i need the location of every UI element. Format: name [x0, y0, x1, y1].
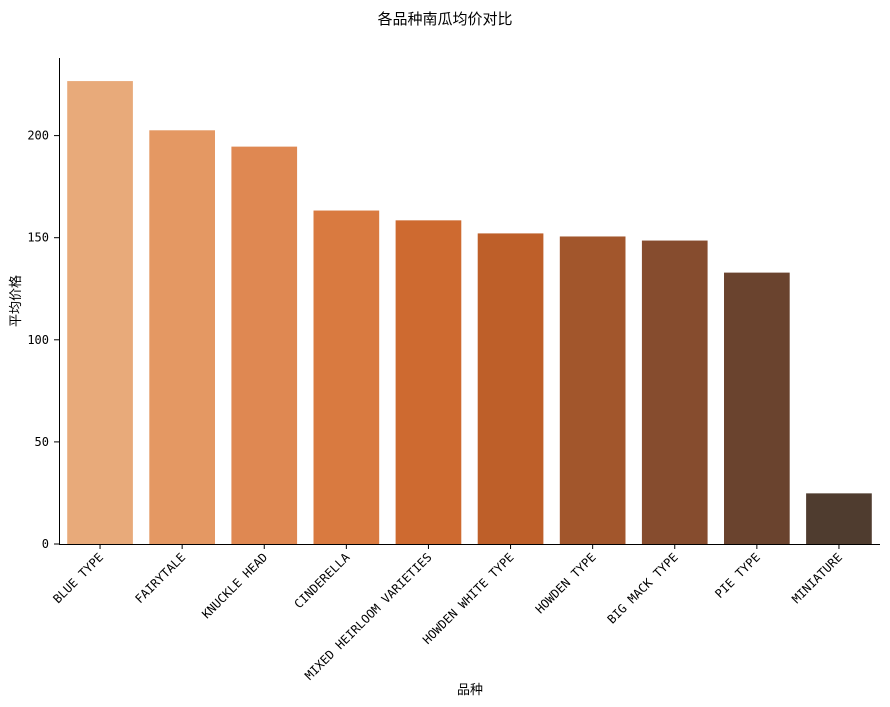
x-axis-label: 品种 [457, 683, 483, 698]
bar-cinderella [313, 210, 380, 545]
bar-fairytale [149, 130, 215, 544]
bar-knuckle-head [231, 146, 298, 544]
x-tick-label: BLUE TYPE [50, 550, 106, 606]
y-axis: 0 50 100 150 200 [27, 129, 59, 551]
chart-title: 各品种南瓜均价对比 [377, 10, 512, 28]
y-tick-label: 150 [27, 231, 49, 245]
x-tick-label: BIG MACK TYPE [605, 550, 681, 626]
bar-howden-type [559, 236, 626, 544]
bar-blue-type [67, 81, 133, 544]
x-tick-label: FAIRYTALE [132, 550, 188, 606]
bar-miniature [806, 493, 872, 544]
x-tick-label: CINDERELLA [291, 550, 353, 612]
bar-big-mack-type [641, 240, 708, 544]
x-tick-label: HOWDEN WHITE TYPE [420, 550, 517, 647]
y-tick-label: 100 [27, 333, 49, 347]
y-tick-label: 0 [42, 537, 49, 551]
x-tick-label: HOWDEN TYPE [533, 550, 599, 616]
y-tick-label: 50 [35, 435, 49, 449]
bar-pie-type [724, 272, 790, 544]
bar-mixed-heirloom-varieties [395, 220, 462, 544]
x-tick-label: MINIATURE [789, 550, 845, 606]
x-tick-label: PIE TYPE [712, 550, 763, 601]
bars-group [67, 81, 872, 545]
x-axis: BLUE TYPE FAIRYTALE KNUCKLE HEAD CINDERELLA… [50, 544, 845, 683]
bar-howden-white-type [477, 233, 544, 544]
x-tick-label: KNUCKLE HEAD [199, 550, 270, 621]
y-tick-label: 200 [27, 129, 49, 143]
y-axis-label: 平均价格 [8, 275, 24, 327]
